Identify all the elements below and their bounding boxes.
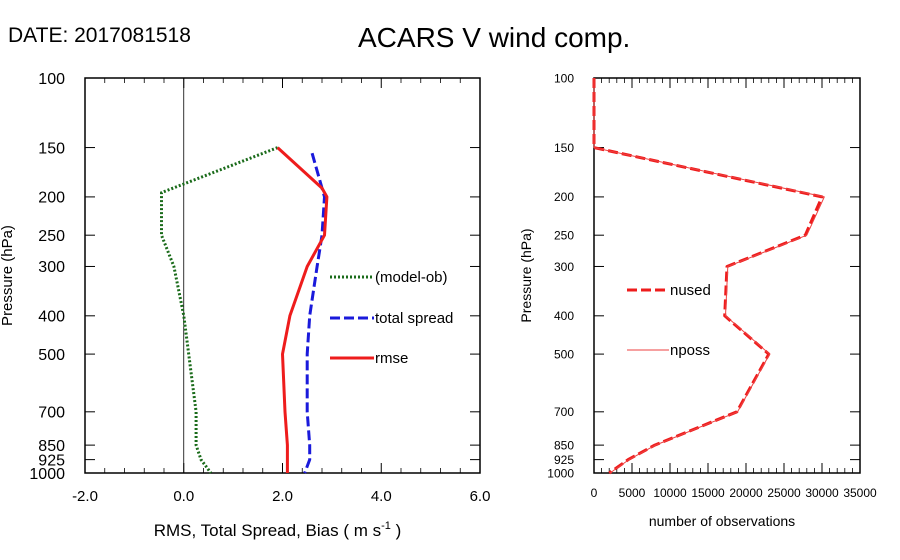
y-tick-label: 300 (554, 260, 574, 274)
legend-label: nused (670, 282, 711, 299)
x-tick-label: -2.0 (72, 488, 98, 505)
y-tick-label: 400 (38, 309, 65, 326)
legend-label: total spread (375, 310, 453, 327)
y-tick-label: 400 (554, 309, 574, 323)
y-tick-label: 500 (38, 347, 65, 364)
x-tick-label: 20000 (729, 486, 763, 500)
series-line-nused (592, 78, 824, 475)
right-y-axis-label: Pressure (hPa) (518, 228, 534, 322)
left-x-axis-label-end: ) (391, 521, 401, 540)
x-tick-label: 4.0 (371, 488, 392, 505)
x-tick-label: 30000 (805, 486, 839, 500)
y-tick-label: 200 (554, 190, 574, 204)
x-tick-label: 0 (591, 486, 598, 500)
y-tick-label: 850 (38, 438, 65, 455)
left-y-axis-label: Pressure (hPa) (0, 225, 16, 326)
left-legend: (model-ob) total spread rmse (330, 269, 453, 367)
x-tick-label: 10000 (653, 486, 687, 500)
right-plot-frame (593, 77, 861, 474)
y-tick-label: 925 (554, 453, 574, 467)
y-tick-label: 850 (554, 438, 574, 452)
y-tick-label: 250 (38, 228, 65, 245)
series-line-totalspread (303, 152, 326, 474)
left-series-group (160, 146, 329, 474)
x-tick-label: 35000 (843, 486, 877, 500)
y-tick-label: 200 (38, 190, 65, 207)
series-line-modelob (160, 146, 279, 474)
x-tick-label: 5000 (619, 486, 646, 500)
y-tick-label: 100 (38, 71, 65, 88)
y-tick-label: 150 (554, 141, 574, 155)
x-tick-label: 0.0 (173, 488, 194, 505)
date-label: DATE: 2017081518 (8, 24, 191, 47)
left-x-axis-label: RMS, Total Spread, Bias ( m s-1 ) (154, 520, 402, 540)
series-line-rmse (276, 146, 329, 473)
left-x-axis-label-main: RMS, Total Spread, Bias ( m s (154, 521, 381, 540)
y-tick-label: 100 (554, 71, 574, 85)
left-x-axis-label-sup: -1 (381, 520, 391, 532)
right-x-axis-label: number of observations (649, 513, 795, 529)
x-tick-label: 2.0 (272, 488, 293, 505)
right-legend: nused nposs (627, 282, 711, 359)
left-x-axis: -2.0 0.0 2.0 4.0 6.0 (72, 78, 490, 505)
y-tick-label: 500 (554, 347, 574, 361)
x-tick-label: 25000 (767, 486, 801, 500)
legend-label: (model-ob) (375, 269, 448, 286)
right-x-axis: 0 5000 10000 15000 20000 25000 30000 35000 (591, 78, 877, 500)
x-tick-label: 6.0 (470, 488, 491, 505)
y-tick-label: 250 (554, 229, 574, 243)
y-tick-label: 150 (38, 140, 65, 157)
series-line-nposs (593, 78, 825, 474)
legend-label: nposs (670, 342, 710, 359)
y-tick-label: 700 (38, 405, 65, 422)
x-tick-label: 15000 (691, 486, 725, 500)
y-tick-label: 300 (38, 259, 65, 276)
y-tick-label: 1000 (547, 466, 574, 480)
y-tick-label: 925 (38, 452, 65, 469)
y-tick-label: 700 (554, 405, 574, 419)
chart-title: ACARS V wind comp. (358, 22, 631, 53)
legend-label: rmse (375, 350, 408, 367)
right-series-group (592, 78, 825, 475)
y-tick-label: 1000 (29, 466, 65, 483)
